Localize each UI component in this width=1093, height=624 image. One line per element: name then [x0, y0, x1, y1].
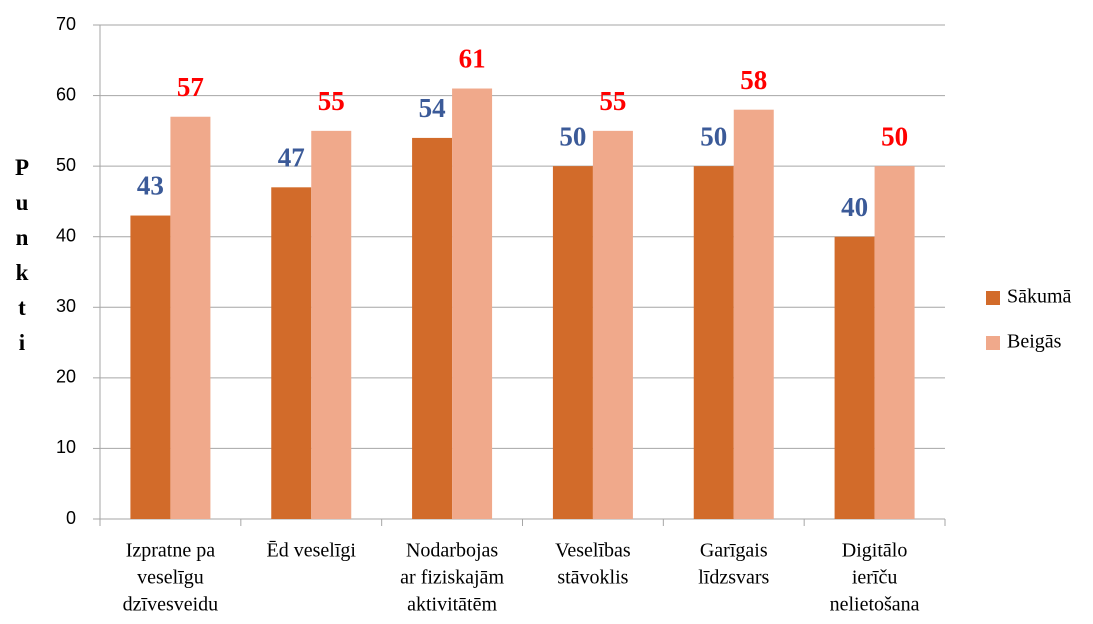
x-tick-label: Garīgais: [700, 540, 768, 562]
bar: [452, 88, 493, 519]
bar: [170, 116, 211, 519]
legend-label: Sākumā: [1007, 286, 1072, 308]
value-label: 57: [177, 72, 204, 102]
legend-swatch: [986, 291, 1000, 305]
bar: [130, 215, 171, 520]
bar: [552, 166, 593, 519]
x-tick-label: Veselības: [555, 540, 631, 562]
y-tick-label: 30: [56, 296, 76, 316]
bar: [733, 109, 774, 519]
x-tick-label: dzīvesveidu: [123, 594, 219, 616]
bar: [271, 187, 312, 520]
value-label: 58: [740, 65, 767, 95]
bar: [834, 236, 875, 519]
value-label: 61: [459, 44, 486, 74]
x-tick-label: līdzsvars: [698, 567, 769, 589]
x-tick-label: veselīgu: [137, 567, 204, 589]
x-tick-label: stāvoklis: [557, 567, 628, 589]
value-label: 47: [278, 143, 305, 173]
x-tick-label: Ēd veselīgi: [267, 540, 357, 562]
value-label: 40: [841, 192, 868, 222]
y-tick-label: 10: [56, 437, 76, 457]
value-label: 50: [881, 121, 908, 151]
bar: [592, 130, 633, 519]
value-label: 54: [419, 93, 446, 123]
value-label: 50: [700, 121, 727, 151]
x-tick-label: nelietošana: [830, 594, 920, 616]
x-tick-label: ierīču: [852, 567, 898, 589]
bar: [874, 166, 915, 519]
x-tick-label: aktivitātēm: [407, 594, 497, 616]
y-tick-label: 40: [56, 225, 76, 245]
y-tick-label: 20: [56, 367, 76, 387]
legend-label: Beigās: [1007, 331, 1062, 353]
x-tick-label: ar fiziskajām: [400, 567, 504, 589]
x-tick-label: Nodarbojas: [406, 540, 498, 562]
y-tick-label: 50: [56, 155, 76, 175]
y-tick-label: 70: [56, 14, 76, 34]
value-label: 55: [599, 86, 626, 116]
bar: [311, 130, 352, 519]
legend-swatch: [986, 336, 1000, 350]
value-label: 50: [559, 121, 586, 151]
x-tick-label: Izpratne pa: [126, 540, 216, 562]
y-tick-label: 0: [66, 508, 76, 528]
x-tick-label: Digitālo: [842, 540, 908, 562]
value-label: 43: [137, 171, 164, 201]
bar: [412, 137, 453, 519]
bar: [693, 166, 734, 519]
y-tick-label: 60: [56, 84, 76, 104]
value-label: 55: [318, 86, 345, 116]
